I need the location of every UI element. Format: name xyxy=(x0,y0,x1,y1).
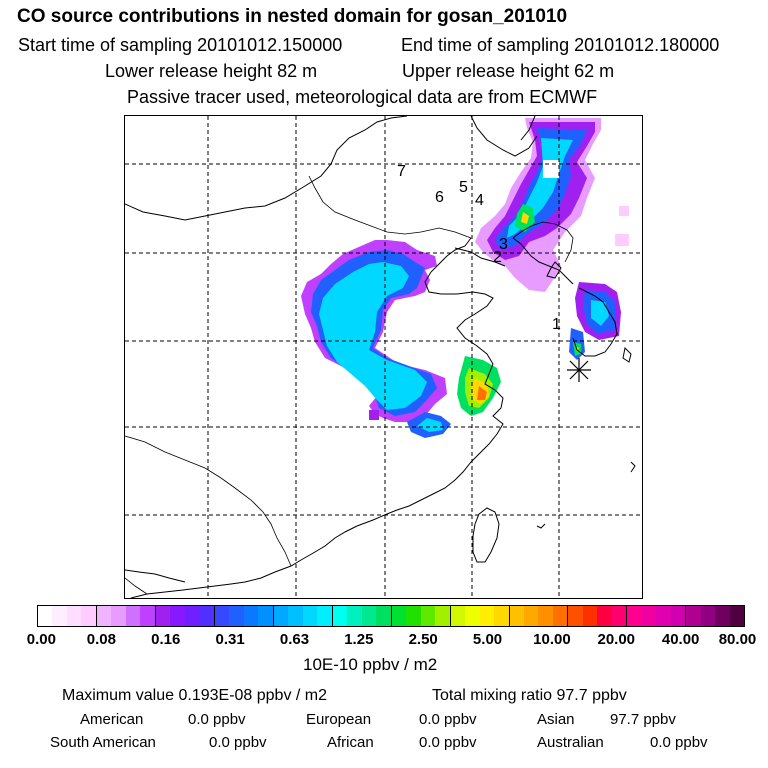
colorbar-swatch xyxy=(670,606,687,626)
trajectory-label-4: 4 xyxy=(475,192,484,209)
colorbar-swatch xyxy=(700,606,716,626)
map-canvas: 1 2 3 4 5 6 7 xyxy=(125,116,642,598)
colorbar-swatch xyxy=(347,606,362,626)
colorbar-swatch xyxy=(111,606,126,626)
source-name-asian: Asian xyxy=(537,711,575,728)
colorbar-swatch xyxy=(568,606,583,626)
source-name-south-american: South American xyxy=(50,734,156,751)
source-name-australian: Australian xyxy=(537,734,604,751)
colorbar-swatch xyxy=(125,606,141,626)
source-value-asian: 97.7 ppbv xyxy=(610,711,676,728)
colorbar-tick-label: 0.31 xyxy=(215,631,245,648)
colorbar-swatch xyxy=(317,606,333,626)
colorbar-tick-label: 40.00 xyxy=(661,631,700,648)
colorbar-swatch xyxy=(509,606,524,626)
colorbar-swatch xyxy=(391,606,407,626)
colorbar-tick-label: 20.00 xyxy=(597,631,636,648)
plot-title: CO source contributions in nested domain… xyxy=(17,6,568,27)
field-level-cyan xyxy=(319,262,427,410)
colorbar-swatch xyxy=(597,606,612,626)
colorbar-swatch xyxy=(243,606,259,626)
colorbar-tick-label: 0.63 xyxy=(279,631,310,648)
colorbar-swatch xyxy=(81,606,97,626)
coastlines xyxy=(125,116,636,598)
concentration-field xyxy=(301,118,629,438)
colorbar-swatch xyxy=(552,606,569,626)
colorbar-swatch xyxy=(538,606,553,626)
colorbar-unit: 10E-10 ppbv / m2 xyxy=(303,655,438,674)
colorbar-swatch xyxy=(523,606,539,626)
field-level-orange xyxy=(477,386,487,400)
colorbar-swatch xyxy=(199,606,215,626)
colorbar-swatch xyxy=(273,606,289,626)
colorbar-swatch xyxy=(96,606,112,626)
start-time: Start time of sampling 20101012.150000 xyxy=(18,35,343,55)
total-mixing-ratio: Total mixing ratio 97.7 ppbv xyxy=(432,687,627,704)
colorbar-swatch xyxy=(729,606,745,626)
colorbar-tick-label: 0.00 xyxy=(26,631,56,648)
source-value-african: 0.0 ppbv xyxy=(419,734,477,751)
source-value-american: 0.0 ppbv xyxy=(188,711,246,728)
colorbar-tick-label: 1.25 xyxy=(344,631,374,648)
colorbar-swatch xyxy=(376,606,392,626)
source-name-african: African xyxy=(327,734,374,751)
colorbar-swatch xyxy=(715,606,730,626)
colorbar-swatch xyxy=(611,606,628,626)
colorbar-tick-label: 0.08 xyxy=(86,631,116,648)
colorbar-swatch xyxy=(66,606,82,626)
trajectory-label-7: 7 xyxy=(397,163,406,180)
upper-release-height: Upper release height 62 m xyxy=(402,61,615,81)
source-value-australian: 0.0 ppbv xyxy=(650,734,708,751)
colorbar-swatch xyxy=(582,606,598,626)
colorbar-tick-label: 10.00 xyxy=(533,631,571,648)
colorbar-swatch xyxy=(406,606,421,626)
colorbar-swatch xyxy=(38,606,53,626)
colorbar-swatch xyxy=(361,606,377,626)
asterisk-icon xyxy=(567,358,591,382)
colorbar-swatch xyxy=(435,606,451,626)
colorbar-swatch xyxy=(627,606,642,626)
maximum-value: Maximum value 0.193E-08 ppbv / m2 xyxy=(62,687,328,704)
trajectory-label-2: 2 xyxy=(493,249,502,266)
colorbar-swatch xyxy=(184,606,200,626)
colorbar-tick-label: 80.00 xyxy=(718,631,757,648)
colorbar-swatch xyxy=(229,606,244,626)
source-name-american: American xyxy=(80,711,144,728)
colorbar-swatch xyxy=(258,606,274,626)
trajectory-label-6: 6 xyxy=(435,189,444,206)
source-value-south-american: 0.0 ppbv xyxy=(209,734,267,751)
colorbar-swatch xyxy=(288,606,303,626)
colorbar-tick-label: 5.00 xyxy=(472,631,503,648)
colorbar-swatch xyxy=(140,606,156,626)
colorbar-swatch xyxy=(450,606,466,626)
lower-release-height: Lower release height 82 m xyxy=(105,61,318,81)
trajectory-label-5: 5 xyxy=(459,179,468,196)
colorbar-swatch xyxy=(214,606,230,626)
lat-lon-grid xyxy=(125,116,642,598)
trajectory-label-3: 3 xyxy=(499,236,508,253)
colorbar-swatch xyxy=(656,606,671,626)
colorbar-swatch xyxy=(494,606,510,626)
source-name-european: European xyxy=(306,711,372,728)
colorbar-swatch xyxy=(465,606,480,626)
colorbar-swatch xyxy=(155,606,171,626)
map-panel: 1 2 3 4 5 6 7 xyxy=(124,115,643,599)
end-time: End time of sampling 20101012.180000 xyxy=(401,35,720,55)
colorbar-swatch xyxy=(302,606,318,626)
colorbar-swatch xyxy=(52,606,67,626)
colorbar-tick-label: 0.16 xyxy=(151,631,181,648)
colorbar-swatch xyxy=(332,606,348,626)
colorbar-swatch xyxy=(686,606,701,626)
country-borders xyxy=(125,175,574,595)
source-value-european: 0.0 ppbv xyxy=(419,711,477,728)
colorbar-swatch xyxy=(420,606,436,626)
colorbar-tick-label: 2.50 xyxy=(408,631,438,648)
colorbar-swatch xyxy=(479,606,495,626)
colorbar-swatch xyxy=(641,606,657,626)
colorbar-swatch xyxy=(170,606,185,626)
trajectory-label-1: 1 xyxy=(552,316,561,333)
colorbar xyxy=(37,605,745,627)
tracer-note: Passive tracer used, meteorological data… xyxy=(127,87,598,107)
